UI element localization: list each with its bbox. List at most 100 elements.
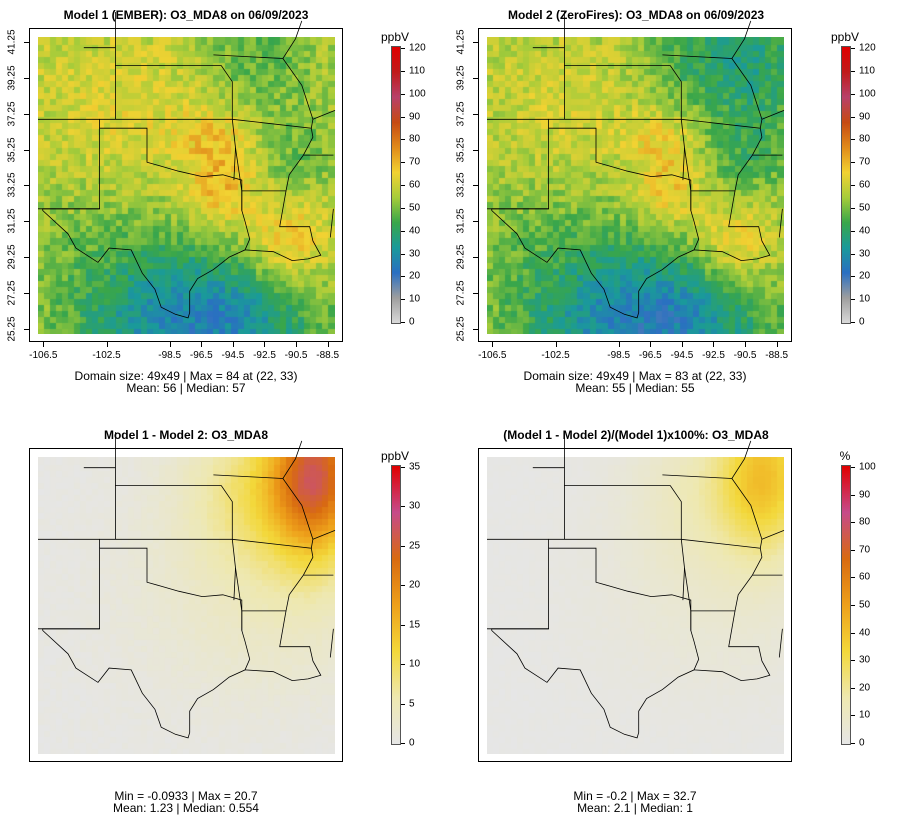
colorbar-tick-label: 10 <box>859 709 871 721</box>
colorbar-tick-label: 40 <box>859 627 871 639</box>
colorbar-unit: ppbV <box>380 449 410 463</box>
stats-line-1: Domain size: 49x49 | Max = 84 at (22, 33… <box>74 369 298 383</box>
boundary-line <box>778 628 783 658</box>
colorbar-tick <box>401 299 405 301</box>
colorbar-tick-label: 100 <box>859 461 876 473</box>
colorbar-tick <box>401 585 405 587</box>
boundary-line <box>684 567 753 612</box>
y-tick <box>473 78 478 80</box>
boundary-line <box>329 208 334 238</box>
colorbar-tick <box>851 93 855 95</box>
colorbar-unit: % <box>839 449 851 463</box>
map-frame <box>29 12 343 342</box>
colorbar-tick <box>851 139 855 141</box>
colorbar-tick <box>851 116 855 118</box>
map-frame <box>478 12 792 342</box>
colorbar-tick-label: 70 <box>859 156 871 168</box>
colorbar-tick-label: 0 <box>859 316 865 328</box>
x-tick <box>264 342 266 347</box>
boundary-line <box>235 147 304 192</box>
y-tick-label: 25.25 <box>6 316 18 342</box>
colorbar-tick-label: 50 <box>859 202 871 214</box>
colorbar-tick-label: 100 <box>409 88 426 100</box>
y-tick-label: 33.25 <box>6 172 18 198</box>
stats-line-1: Domain size: 49x49 | Max = 83 at (22, 33… <box>523 369 747 383</box>
summary-stats: Domain size: 49x49 | Max = 83 at (22, 33… <box>524 370 747 394</box>
colorbar-tick <box>851 207 855 209</box>
colorbar-tick <box>401 664 405 666</box>
x-tick <box>492 342 494 347</box>
colorbar-tick-label: 30 <box>409 500 421 512</box>
boundary-line <box>244 190 322 262</box>
summary-stats: Min = -0.2 | Max = 32.7 Mean: 2.1 | Media… <box>573 790 696 814</box>
colorbar-tick-label: 60 <box>859 179 871 191</box>
boundary-line <box>42 547 251 739</box>
y-tick-label: 29.25 <box>6 244 18 270</box>
colorbar-unit: ppbV <box>830 30 860 44</box>
colorbar-tick-label: 0 <box>859 737 865 749</box>
colorbar-tick-label: 20 <box>859 270 871 282</box>
panel-title: Model 1 - Model 2: O3_MDA8 <box>103 428 269 442</box>
gridded-field <box>487 457 784 754</box>
colorbar-tick <box>401 207 405 209</box>
y-tick-label: 39.25 <box>455 65 467 91</box>
x-tick <box>650 342 652 347</box>
y-tick-label: 41.25 <box>455 29 467 55</box>
gridded-field <box>38 457 335 754</box>
colorbar-tick-label: 10 <box>859 293 871 305</box>
x-tick-label: -88.5 <box>316 350 340 361</box>
colorbar-tick <box>401 185 405 186</box>
y-tick <box>473 256 478 258</box>
colorbar-tick <box>851 687 855 689</box>
stats-line-1: Min = -0.2 | Max = 32.7 <box>573 789 697 803</box>
colorbar-tick-label: 90 <box>409 111 421 122</box>
stats-line-2: Mean: 1.23 | Median: 0.554 <box>113 801 259 815</box>
colorbar-tick <box>401 116 405 118</box>
colorbar-tick <box>851 522 855 524</box>
colorbar-tick <box>401 93 405 95</box>
y-tick <box>24 328 29 330</box>
x-tick-label: -94.5 <box>670 350 694 361</box>
colorbar-tick-label: 30 <box>859 248 871 259</box>
boundary-line <box>282 58 314 129</box>
colorbar-tick-label: 110 <box>859 65 875 77</box>
y-tick-label: 37.25 <box>455 101 467 127</box>
colorbar-tick <box>401 703 405 705</box>
colorbar-tick <box>401 545 405 547</box>
boundary-line <box>235 567 304 612</box>
colorbar-tick <box>851 743 855 744</box>
colorbar-tick <box>851 549 855 551</box>
boundary-line <box>244 610 322 682</box>
colorbar-tick <box>401 230 405 232</box>
boundary-line <box>329 628 334 658</box>
y-tick <box>473 328 478 330</box>
colorbar-tick-label: 30 <box>859 654 871 666</box>
colorbar-tick <box>851 162 855 164</box>
colorbar-tick <box>401 322 405 323</box>
boundary-line <box>778 208 783 238</box>
boundary-line <box>731 478 763 549</box>
colorbar-tick-label: 120 <box>409 42 426 54</box>
stats-line-2: Mean: 2.1 | Median: 1 <box>577 801 693 815</box>
x-tick <box>745 342 747 347</box>
x-tick <box>43 342 45 347</box>
y-tick <box>473 221 478 223</box>
boundary-line <box>693 190 771 262</box>
stats-line-2: Mean: 55 | Median: 55 <box>575 381 695 395</box>
y-tick-label: 25.25 <box>455 316 467 342</box>
colorbar-tick <box>851 577 855 579</box>
colorbar-tick-label: 0 <box>409 737 415 749</box>
x-tick-label: -102.5 <box>92 350 121 361</box>
boundary-line <box>213 20 303 59</box>
y-tick-label: 27.25 <box>6 280 18 306</box>
colorbar-tick-label: 70 <box>409 156 421 168</box>
boundary-line <box>312 530 336 540</box>
state-boundaries <box>38 432 336 739</box>
colorbar-tick-label: 120 <box>859 42 876 54</box>
y-tick-label: 39.25 <box>6 65 18 91</box>
summary-stats: Min = -0.0933 | Max = 20.7 Mean: 1.23 | M… <box>113 790 259 814</box>
colorbar-tick-label: 30 <box>409 248 421 259</box>
y-tick-label: 35.25 <box>6 137 18 163</box>
y-tick-label: 37.25 <box>6 101 18 127</box>
panel-title: Model 2 (ZeroFires): O3_MDA8 on 06/09/20… <box>507 8 765 22</box>
